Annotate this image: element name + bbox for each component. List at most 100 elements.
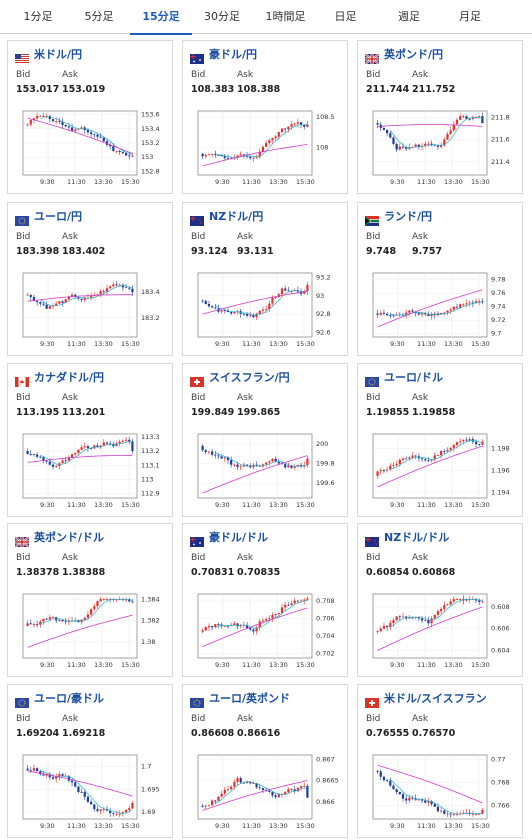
y-tick-label: 211.8 xyxy=(491,114,510,122)
tab-2[interactable]: 15分足 xyxy=(130,0,192,35)
candle-body xyxy=(420,799,424,801)
price-chart[interactable]: 183.4 183.2 9:30 11:30 13:30 15:30 xyxy=(15,265,167,351)
candle-body xyxy=(277,294,280,297)
candle-body xyxy=(230,312,233,314)
candle-body xyxy=(61,619,64,622)
x-tick-label: 11:30 xyxy=(242,661,261,669)
candle-body xyxy=(481,301,484,303)
card-title-link[interactable]: ユーロ/ドル xyxy=(365,370,443,387)
card-title-link[interactable]: ランド/円 xyxy=(365,209,432,226)
candle-body xyxy=(395,789,398,793)
currency-card[interactable]: ユーロ/英ポンド Bid Ask 0.86608 0.86616 0.867 0.8665 0… xyxy=(182,684,348,838)
price-chart[interactable]: 211.8 211.6 211.4 9:30 11:30 13:30 15:30 xyxy=(365,103,517,189)
candle-body xyxy=(296,600,299,602)
card-title-link[interactable]: NZドル/ドル xyxy=(365,530,449,547)
candle-body xyxy=(115,443,118,447)
plot-frame xyxy=(22,593,138,659)
candle-body xyxy=(64,299,67,303)
candle-body xyxy=(74,129,77,131)
price-chart[interactable]: 108.5 108 9:30 11:30 13:30 15:30 xyxy=(190,103,342,189)
candle-body xyxy=(51,464,55,467)
card-title-link[interactable]: ユーロ/円 xyxy=(15,209,82,226)
tab-7[interactable]: 月足 xyxy=(459,10,481,23)
candle-body xyxy=(430,459,433,461)
candle-body xyxy=(201,153,204,157)
price-chart[interactable]: 1.7 1.695 1.69 9:30 11:30 13:30 15:30 xyxy=(15,747,167,833)
card-title-link[interactable]: 豪ドル/円 xyxy=(190,47,257,64)
candle-body xyxy=(80,127,83,129)
pair-name: 英ポンド/ドル xyxy=(34,531,105,544)
currency-card[interactable]: スイスフラン/円 Bid Ask 199.849 199.865 200 199.8 199.… xyxy=(182,363,348,517)
candle-body xyxy=(379,771,382,777)
price-chart[interactable]: 93.2 93 92.8 92.6 9:30 11:30 13:30 15:30 xyxy=(190,265,342,351)
tab-0[interactable]: 1分足 xyxy=(23,10,53,23)
currency-card[interactable]: ユーロ/豪ドル Bid Ask 1.69204 1.69218 1.7 1.695 1.69 9… xyxy=(7,684,173,838)
x-tick-label: 15:30 xyxy=(121,501,140,509)
candle-body xyxy=(51,617,55,618)
candle-body xyxy=(58,120,61,122)
currency-card[interactable]: 豪ドル/ドル Bid Ask 0.70831 0.70835 0.708 0.706 0.70… xyxy=(182,523,348,677)
currency-card[interactable]: ユーロ/円 Bid Ask 183.398 183.402 183.4 183.2 9:30 1… xyxy=(7,202,173,356)
candle-body xyxy=(277,461,280,464)
candle-body xyxy=(265,143,268,147)
card-title-link[interactable]: ユーロ/英ポンド xyxy=(190,691,290,708)
price-chart[interactable]: 113.3 113.2 113.1 113 112.9 9:30 11:30 13:30 15:… xyxy=(15,426,167,512)
tab-3[interactable]: 30分足 xyxy=(204,10,240,23)
price-chart[interactable]: 200 199.8 199.6 9:30 11:30 13:30 15:30 xyxy=(190,426,342,512)
x-tick-label: 15:30 xyxy=(296,661,315,669)
currency-card[interactable]: ランド/円 Bid Ask 9.748 9.757 9.78 9.76 9.74 9.72 9.7… xyxy=(357,202,523,356)
tab-6[interactable]: 週足 xyxy=(398,10,420,23)
card-title-link[interactable]: カナダドル/円 xyxy=(15,370,104,387)
price-chart[interactable]: 153.6 153.4 153.2 153 152.8 9:30 11:30 13:30 15:… xyxy=(15,103,167,189)
candle-body xyxy=(109,144,112,147)
card-title-link[interactable]: 豪ドル/ドル xyxy=(190,530,268,547)
candle-body xyxy=(93,134,96,135)
candle-body xyxy=(468,118,471,120)
currency-card[interactable]: カナダドル/円 Bid Ask 113.195 113.201 113.3 113.2 113… xyxy=(7,363,173,517)
currency-card[interactable]: 米ドル/スイスフラン Bid Ask 0.76555 0.76570 0.77 0.768 0… xyxy=(357,684,523,838)
bid-label: Bid xyxy=(191,553,206,563)
currency-card[interactable]: 米ドル/円 Bid Ask 153.017 153.019 153.6 153.4 153.2… xyxy=(7,40,173,194)
price-chart[interactable]: 1.384 1.382 1.38 9:30 11:30 13:30 15:30 xyxy=(15,586,167,672)
candle-body xyxy=(379,470,382,472)
currency-card[interactable]: 英ポンド/ドル Bid Ask 1.38378 1.38388 1.384 1.382 1.3… xyxy=(7,523,173,677)
ma-long-line xyxy=(377,289,483,328)
currency-card[interactable]: 豪ドル/円 Bid Ask 108.383 108.388 108.5 108 9:30 11:… xyxy=(182,40,348,194)
price-chart[interactable]: 0.77 0.768 0.766 9:30 11:30 13:30 15:30 xyxy=(365,747,517,833)
card-title-link[interactable]: ユーロ/豪ドル xyxy=(15,691,104,708)
ma-short-line xyxy=(40,598,133,624)
tab-5[interactable]: 日足 xyxy=(334,10,357,23)
x-tick-label: 13:30 xyxy=(269,822,288,830)
card-title-link[interactable]: 米ドル/スイスフラン xyxy=(365,691,487,708)
card-title-link[interactable]: 米ドル/円 xyxy=(15,47,82,64)
candle-body xyxy=(306,458,309,466)
candle-body xyxy=(80,447,83,450)
price-chart[interactable]: 9.78 9.76 9.74 9.72 9.7 9:30 11:30 13:30 15:30 xyxy=(365,265,517,351)
candle-body xyxy=(226,625,230,627)
currency-card[interactable]: NZドル/円 Bid Ask 93.124 93.131 93.2 93 92.8 92.6 9:… xyxy=(182,202,348,356)
y-tick-label: 9.72 xyxy=(491,316,505,324)
price-chart[interactable]: 0.708 0.706 0.704 0.702 9:30 11:30 13:30 15:30 xyxy=(190,586,342,672)
currency-card[interactable]: 英ポンド/円 Bid Ask 211.744 211.752 211.8 211.6 211.… xyxy=(357,40,523,194)
price-chart[interactable]: 0.608 0.606 0.604 9:30 11:30 13:30 15:30 xyxy=(365,586,517,672)
card-title-link[interactable]: スイスフラン/円 xyxy=(190,370,290,387)
candle-body xyxy=(90,448,93,449)
candle-body xyxy=(408,310,411,313)
card-title-link[interactable]: NZドル/円 xyxy=(190,209,263,226)
candle-body xyxy=(436,611,440,615)
bid-label: Bid xyxy=(16,714,31,724)
price-chart[interactable]: 0.867 0.8665 0.866 9:30 11:30 13:30 15:30 xyxy=(190,747,342,833)
candle-body xyxy=(207,451,211,453)
candle-body xyxy=(39,771,42,775)
candle-body xyxy=(411,455,414,458)
tab-4[interactable]: 1時間足 xyxy=(265,10,306,23)
price-chart[interactable]: 1.198 1.196 1.194 9:30 11:30 13:30 15:30 xyxy=(365,426,517,512)
card-title-link[interactable]: 英ポンド/ドル xyxy=(14,530,105,548)
tab-1[interactable]: 5分足 xyxy=(84,10,114,23)
candle-body xyxy=(29,453,32,455)
currency-card[interactable]: ユーロ/ドル Bid Ask 1.19855 1.19858 1.198 1.196 1.19… xyxy=(357,363,523,517)
candle-body xyxy=(90,296,93,298)
candle-body xyxy=(255,156,258,158)
currency-card[interactable]: NZドル/ドル Bid Ask 0.60854 0.60868 0.608 0.606 0.6… xyxy=(357,523,523,677)
card-title-link[interactable]: 英ポンド/円 xyxy=(364,47,443,65)
